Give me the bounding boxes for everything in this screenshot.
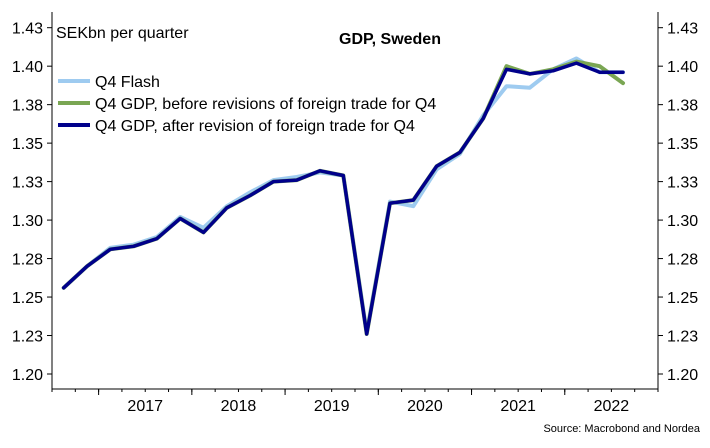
legend: Q4 Flash Q4 GDP, before revisions of fore… (58, 74, 436, 135)
series-lines (61, 56, 625, 336)
y-tick-label-left: 1.20 (12, 367, 43, 384)
y-tick-label-right: 1.25 (667, 290, 698, 307)
y-tick-label-right: 1.43 (667, 21, 698, 38)
y-tick-label-left: 1.40 (12, 59, 43, 76)
chart-title: GDP, Sweden (339, 31, 441, 48)
y-tick-label-left: 1.33 (12, 175, 43, 192)
y-tick-label-right: 1.40 (667, 59, 698, 76)
x-tick-label: 2021 (500, 398, 536, 415)
y-tick-label-right: 1.35 (667, 136, 698, 153)
x-tick-label: 2018 (221, 398, 257, 415)
y-tick-label-left: 1.25 (12, 290, 43, 307)
series-line-3 (61, 61, 625, 336)
y-tick-label-right: 1.38 (667, 98, 698, 115)
y-tick-label-left: 1.23 (12, 329, 43, 346)
x-tick-label: 2017 (127, 398, 163, 415)
y-tick-label-right: 1.20 (667, 367, 698, 384)
y-tick-label-right: 1.30 (667, 213, 698, 230)
x-tick-label: 2020 (407, 398, 443, 415)
y-tick-label-left: 1.30 (12, 213, 43, 230)
legend-label-1: Q4 Flash (95, 74, 160, 91)
y-tick-label-right: 1.33 (667, 175, 698, 192)
x-tick-label: 2022 (594, 398, 630, 415)
y-tick-label-right: 1.23 (667, 329, 698, 346)
source-note: Source: Macrobond and Nordea (543, 423, 700, 435)
axes: 1.20 1.20 1.23 1.23 1.25 1.25 1.28 1.28 1.30 1.30… (12, 12, 698, 415)
y-tick-label-left: 1.28 (12, 252, 43, 269)
legend-label-3: Q4 GDP, after revision of foreign trade … (95, 118, 415, 135)
legend-label-2: Q4 GDP, before revisions of foreign trad… (95, 96, 436, 113)
y-tick-label-left: 1.43 (12, 21, 43, 38)
x-tick-label: 2019 (314, 398, 350, 415)
y-tick-label-left: 1.38 (12, 98, 43, 115)
unit-label: SEKbn per quarter (56, 25, 189, 42)
y-tick-label-left: 1.35 (12, 136, 43, 153)
y-tick-label-right: 1.28 (667, 252, 698, 269)
